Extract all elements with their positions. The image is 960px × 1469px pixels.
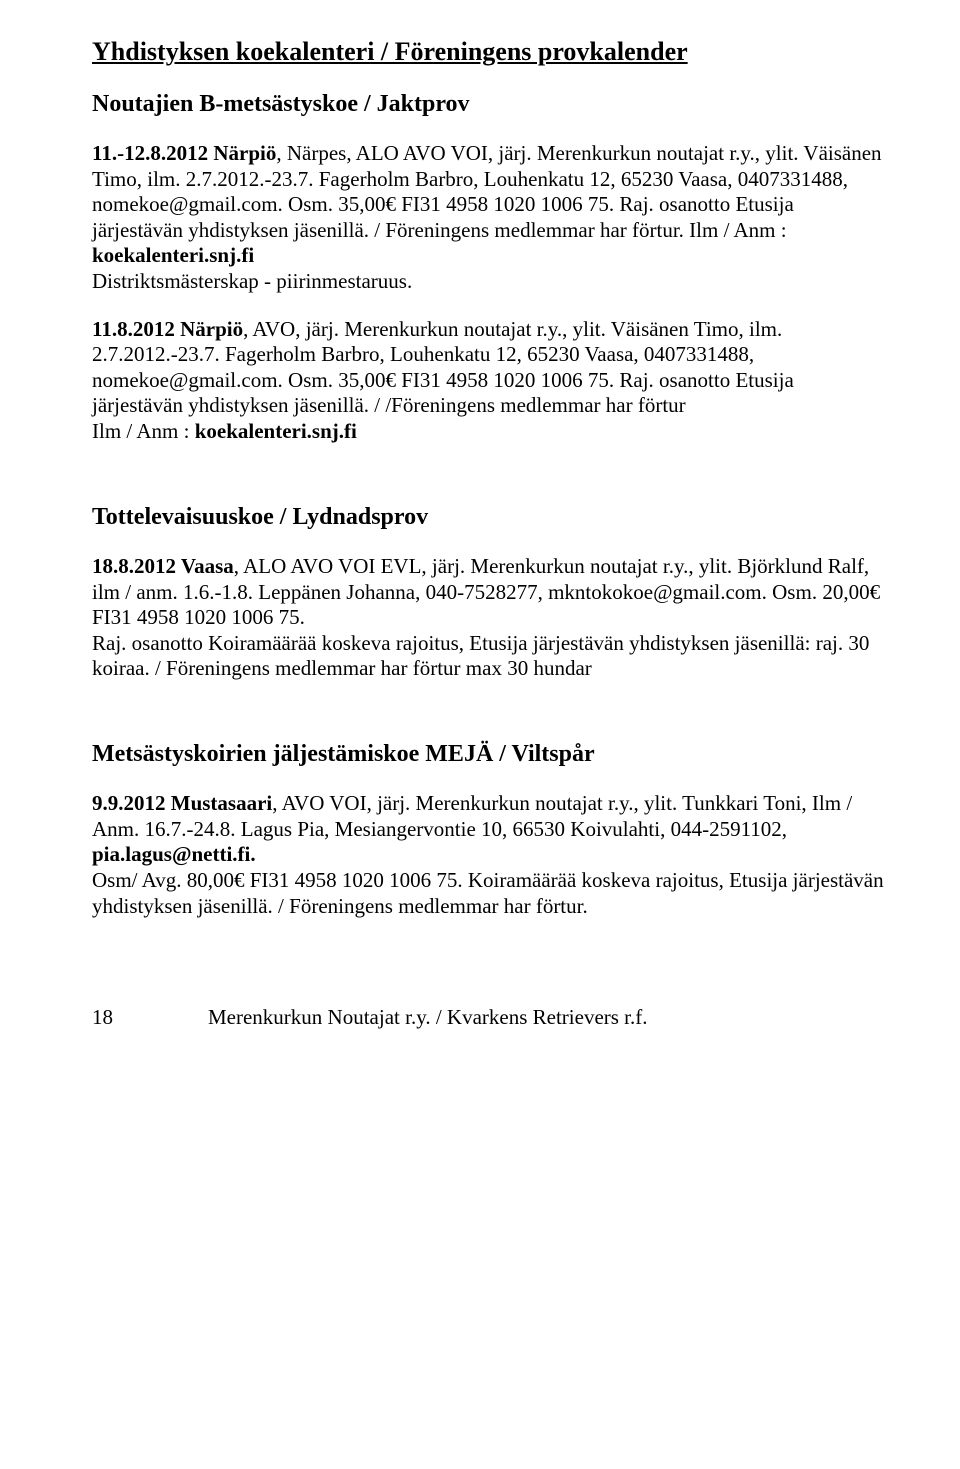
event-4-email: pia.lagus@netti.fi. (92, 842, 256, 866)
event-3-body2: Raj. osanotto Koiramäärää koskeva rajoit… (92, 631, 869, 681)
event-1-date: 11.-12.8.2012 Närpiö (92, 141, 276, 165)
event-2-line: Ilm / Anm : (92, 419, 195, 443)
section-3-event-1: 9.9.2012 Mustasaari, AVO VOI, järj. Mere… (92, 791, 888, 919)
event-1-tail: Distriktsmästerskap - piirinmestaruus. (92, 269, 412, 293)
section-1-heading: Noutajien B-metsästyskoe / Jaktprov (92, 90, 888, 119)
event-1-link: koekalenteri.snj.fi (92, 243, 254, 267)
event-2-date: 11.8.2012 Närpiö (92, 317, 243, 341)
event-3-date: 18.8.2012 Vaasa (92, 554, 234, 578)
section-1-event-1: 11.-12.8.2012 Närpiö, Närpes, ALO AVO VO… (92, 141, 888, 295)
page-title: Yhdistyksen koekalenteri / Föreningens p… (92, 36, 888, 68)
section-3-heading: Metsästyskoirien jäljestämiskoe MEJÄ / V… (92, 740, 888, 769)
section-1-event-2: 11.8.2012 Närpiö, AVO, järj. Merenkurkun… (92, 317, 888, 445)
footer-text: Merenkurkun Noutajat r.y. / Kvarkens Ret… (208, 1005, 648, 1031)
event-4-date: 9.9.2012 Mustasaari (92, 791, 272, 815)
section-2-heading: Tottelevaisuuskoe / Lydnadsprov (92, 503, 888, 532)
event-4-tail: Osm/ Avg. 80,00€ FI31 4958 1020 1006 75.… (92, 868, 884, 918)
section-2-event-1: 18.8.2012 Vaasa, ALO AVO VOI EVL, järj. … (92, 554, 888, 682)
page-number: 18 (92, 1005, 208, 1031)
event-2-link: koekalenteri.snj.fi (195, 419, 357, 443)
page-footer: 18 Merenkurkun Noutajat r.y. / Kvarkens … (92, 1005, 888, 1031)
